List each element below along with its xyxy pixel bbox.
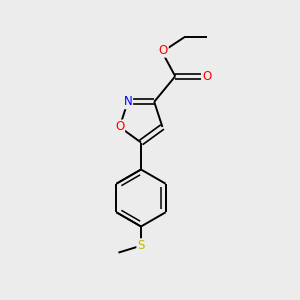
- Text: O: O: [115, 121, 124, 134]
- Text: O: O: [203, 70, 212, 83]
- Text: N: N: [123, 95, 132, 108]
- Text: S: S: [137, 239, 145, 252]
- Text: O: O: [159, 44, 168, 57]
